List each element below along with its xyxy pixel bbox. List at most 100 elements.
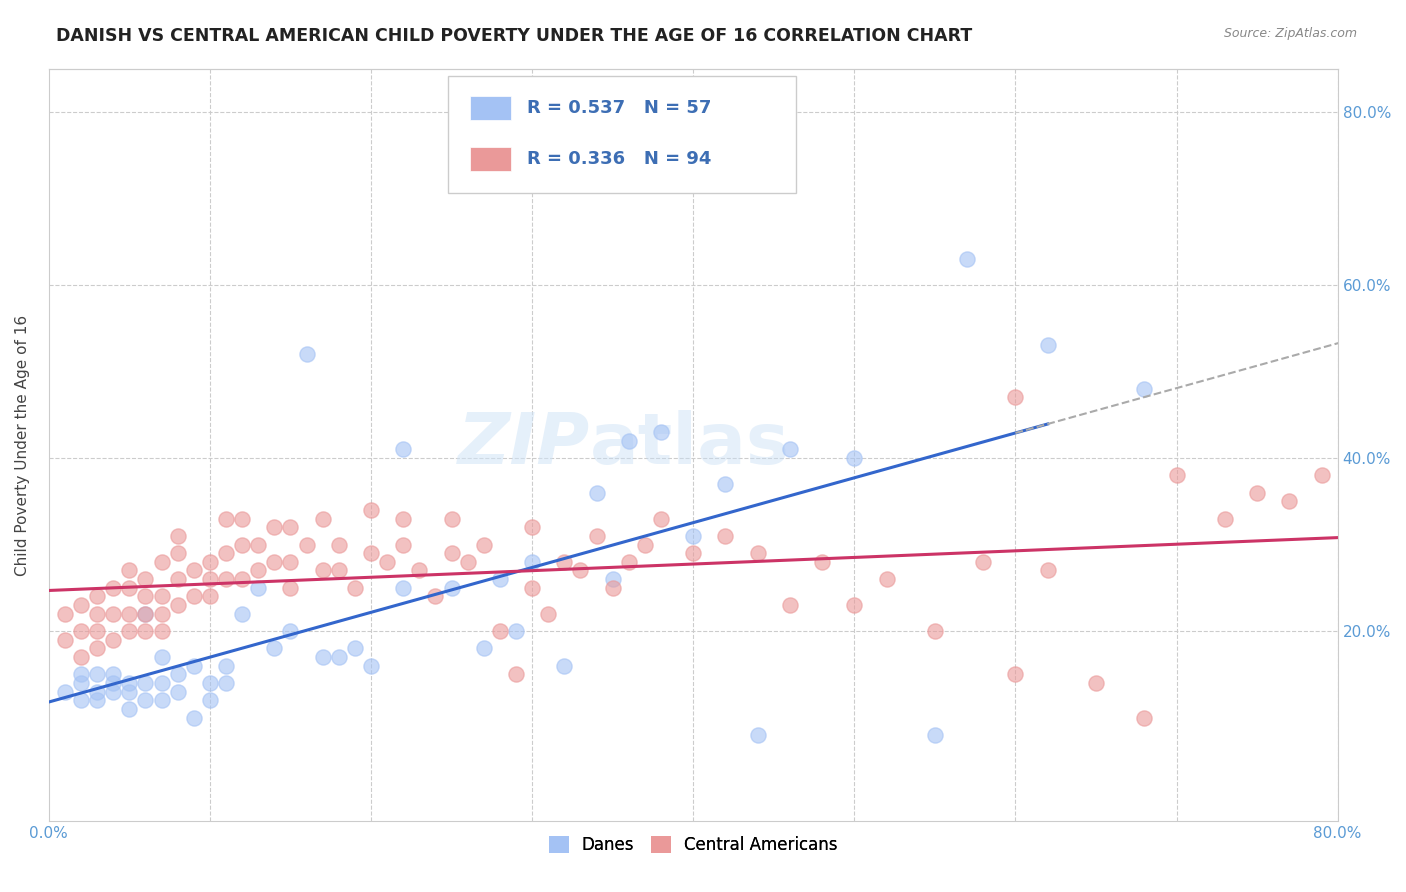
Point xyxy=(682,529,704,543)
Point xyxy=(118,564,141,578)
Point xyxy=(215,546,238,560)
Point xyxy=(520,555,543,569)
Point xyxy=(53,632,76,647)
Point xyxy=(972,555,994,569)
Point xyxy=(1166,468,1188,483)
Point xyxy=(150,607,173,621)
Point xyxy=(328,650,350,665)
Point xyxy=(1036,564,1059,578)
Point xyxy=(924,728,946,742)
Point xyxy=(86,590,108,604)
Point xyxy=(215,676,238,690)
Point xyxy=(650,511,672,525)
Point xyxy=(280,624,302,638)
Point xyxy=(118,702,141,716)
Point xyxy=(134,590,156,604)
Point xyxy=(86,624,108,638)
Point xyxy=(70,598,93,612)
Point xyxy=(682,546,704,560)
Point xyxy=(520,581,543,595)
Point xyxy=(1036,338,1059,352)
FancyBboxPatch shape xyxy=(470,147,512,171)
Text: atlas: atlas xyxy=(591,410,790,480)
Point xyxy=(1278,494,1301,508)
Point xyxy=(747,728,769,742)
Point xyxy=(375,555,398,569)
Point xyxy=(150,590,173,604)
Point xyxy=(150,555,173,569)
Point xyxy=(263,555,285,569)
Point xyxy=(150,624,173,638)
Point xyxy=(360,546,382,560)
Point xyxy=(280,520,302,534)
Point xyxy=(553,658,575,673)
Point xyxy=(86,667,108,681)
Point xyxy=(103,632,125,647)
Point xyxy=(489,572,512,586)
Point xyxy=(328,537,350,551)
Point xyxy=(634,537,657,551)
Point xyxy=(183,710,205,724)
Point xyxy=(166,684,188,698)
Point xyxy=(53,607,76,621)
Point xyxy=(569,564,592,578)
Point xyxy=(166,546,188,560)
Point xyxy=(602,572,624,586)
Point xyxy=(118,676,141,690)
Point xyxy=(103,607,125,621)
Point xyxy=(198,676,221,690)
Point xyxy=(86,641,108,656)
Point xyxy=(392,511,415,525)
Point xyxy=(360,503,382,517)
Point xyxy=(134,676,156,690)
Point xyxy=(263,641,285,656)
Point xyxy=(150,693,173,707)
Point xyxy=(134,693,156,707)
Point xyxy=(134,624,156,638)
Point xyxy=(425,590,447,604)
Point xyxy=(86,684,108,698)
Point xyxy=(183,590,205,604)
Point xyxy=(714,477,737,491)
Point xyxy=(86,693,108,707)
Point xyxy=(1004,391,1026,405)
Point xyxy=(1133,382,1156,396)
Point xyxy=(505,667,527,681)
Point xyxy=(617,434,640,448)
Point xyxy=(198,590,221,604)
Point xyxy=(70,650,93,665)
Point xyxy=(231,511,253,525)
Point xyxy=(150,676,173,690)
Point xyxy=(198,693,221,707)
Point xyxy=(617,555,640,569)
Point xyxy=(70,676,93,690)
Point xyxy=(247,581,270,595)
Point xyxy=(602,581,624,595)
Point xyxy=(440,511,463,525)
Point xyxy=(844,598,866,612)
Point xyxy=(392,442,415,457)
Point xyxy=(1213,511,1236,525)
Point xyxy=(295,537,318,551)
Point xyxy=(392,581,415,595)
Point xyxy=(440,581,463,595)
Point xyxy=(247,537,270,551)
Point xyxy=(166,598,188,612)
Text: R = 0.336   N = 94: R = 0.336 N = 94 xyxy=(527,150,711,168)
Point xyxy=(311,650,333,665)
Point xyxy=(392,537,415,551)
Point xyxy=(956,252,979,266)
Point xyxy=(231,537,253,551)
Point xyxy=(876,572,898,586)
Point xyxy=(408,564,430,578)
Point xyxy=(1084,676,1107,690)
Point xyxy=(520,520,543,534)
Point xyxy=(118,624,141,638)
Point xyxy=(811,555,834,569)
Point xyxy=(328,564,350,578)
Point xyxy=(844,450,866,465)
Point xyxy=(779,442,801,457)
Point xyxy=(118,581,141,595)
Point xyxy=(103,581,125,595)
Point xyxy=(280,555,302,569)
